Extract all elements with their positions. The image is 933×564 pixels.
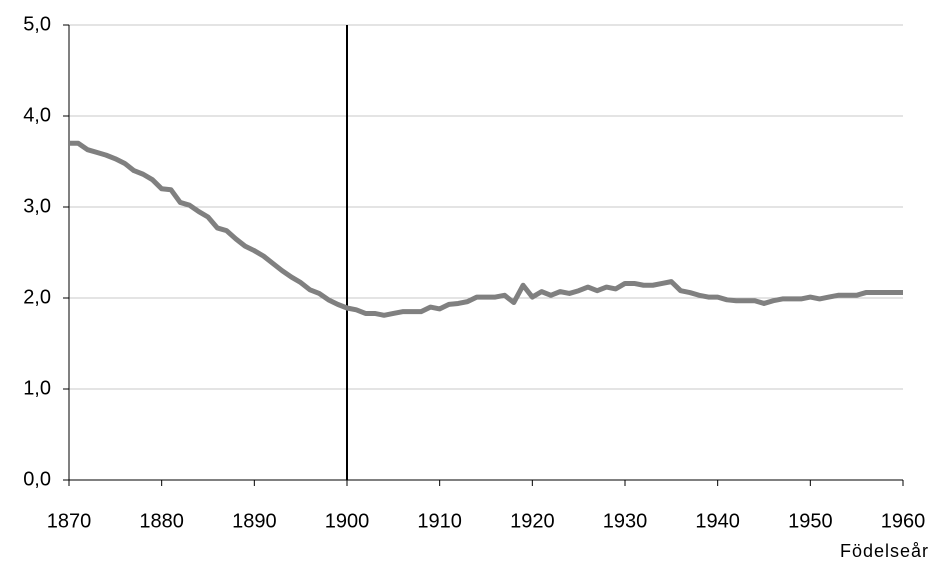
y-tick-label: 0,0 (23, 468, 51, 490)
data-line (69, 140, 903, 318)
x-tick-label: 1880 (139, 510, 184, 532)
x-tick-label: 1940 (695, 510, 740, 532)
y-tick-label: 2,0 (23, 286, 51, 308)
x-tick-label: 1870 (47, 510, 92, 532)
x-tick-label: 1950 (788, 510, 833, 532)
x-tick-label: 1930 (603, 510, 648, 532)
y-tick-label: 1,0 (23, 377, 51, 399)
x-tick-label: 1910 (417, 510, 462, 532)
x-axis-label: Födelseår (840, 541, 929, 561)
y-tick-label: 5,0 (23, 13, 51, 35)
y-tick-label: 4,0 (23, 104, 51, 126)
x-tick-label: 1960 (881, 510, 926, 532)
x-tick-label: 1920 (510, 510, 555, 532)
x-tick-label: 1900 (325, 510, 370, 532)
y-tick-label: 3,0 (23, 195, 51, 217)
x-tick-label: 1890 (232, 510, 277, 532)
